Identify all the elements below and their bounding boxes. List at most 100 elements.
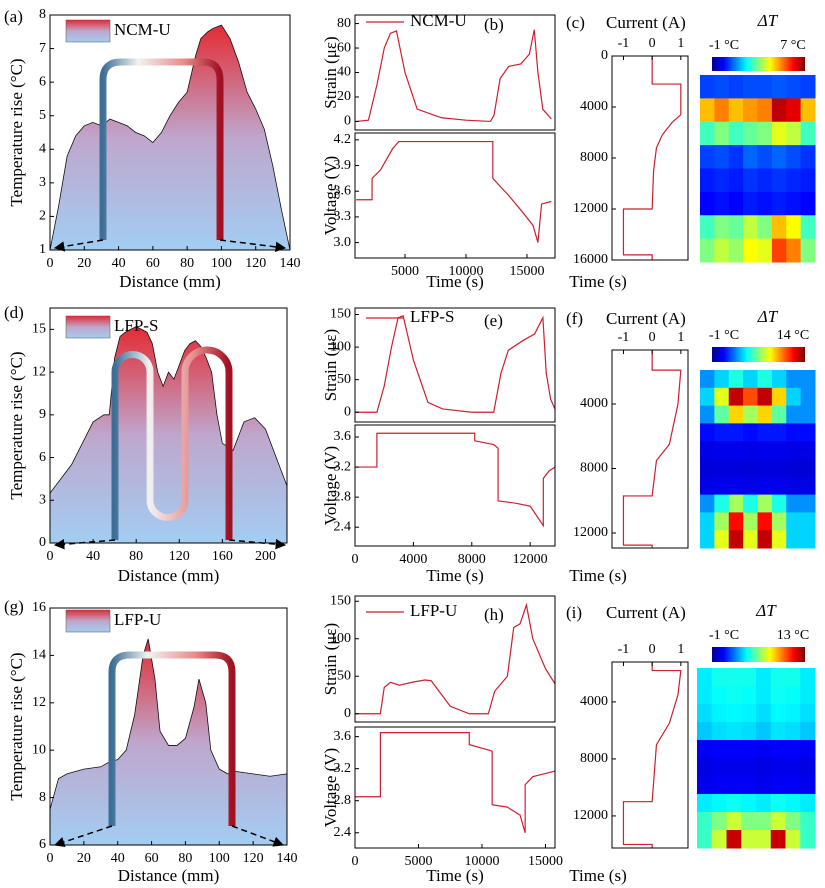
heat-cell — [800, 370, 816, 389]
y-axis-label: Strain (με) — [321, 329, 340, 401]
heat-cell — [741, 740, 757, 759]
y-tick-label: 8 — [39, 7, 46, 22]
heat-cell — [741, 686, 757, 705]
x-tick-label: 10000 — [448, 264, 483, 279]
y-tick-label: 40 — [337, 65, 351, 80]
x-tick-label: 1 — [677, 642, 684, 657]
heat-cell — [756, 722, 772, 741]
heatmap-title: ΔT — [755, 601, 777, 620]
x-tick-label: 1 — [677, 330, 684, 345]
y-tick-label: 0 — [344, 706, 351, 721]
heat-cell — [728, 145, 744, 169]
heat-cell — [711, 686, 727, 705]
axes-frame — [611, 661, 689, 849]
x-tick-label: 15000 — [528, 854, 563, 869]
y-tick-label: 12000 — [573, 808, 608, 823]
heat-cell — [697, 740, 713, 759]
y-tick-label: 0 — [344, 404, 351, 419]
heat-cell — [728, 168, 744, 193]
legend-swatch — [65, 609, 111, 633]
heat-cell — [756, 668, 772, 687]
heat-cell — [741, 830, 757, 849]
panel-label: (c) — [566, 13, 585, 32]
y-tick-label: 3.2 — [334, 761, 352, 776]
heat-cell — [785, 722, 801, 741]
heat-cell — [800, 75, 816, 99]
x-tick-label: 4000 — [399, 552, 427, 567]
heat-cell — [728, 494, 744, 513]
heat-cell — [770, 794, 786, 813]
colorbar — [712, 57, 805, 71]
x-tick-label: 0 — [47, 851, 54, 866]
heat-cell — [743, 98, 758, 123]
y-tick-label: 9 — [39, 407, 46, 422]
heat-cell — [697, 668, 713, 687]
heat-cell — [786, 121, 802, 146]
heat-cell — [756, 794, 772, 813]
y-tick-label: 4 — [39, 142, 46, 157]
heat-cell — [743, 441, 758, 460]
heat-cell — [785, 758, 801, 777]
axes-frame — [354, 14, 556, 131]
heat-cell — [741, 668, 757, 687]
heat-cell — [741, 758, 757, 777]
legend-label: NCM-U — [114, 20, 171, 39]
x-tick-label: 140 — [280, 256, 301, 271]
x-tick-label: 80 — [178, 851, 192, 866]
axes-frame — [354, 726, 556, 849]
heat-cell — [726, 758, 742, 777]
heat-cell — [728, 387, 744, 407]
heat-cell — [757, 121, 773, 146]
heat-cell — [728, 512, 744, 531]
heat-cell — [757, 494, 773, 513]
heat-cell — [700, 494, 715, 513]
heat-cell — [757, 145, 773, 169]
legend-swatch — [65, 19, 111, 43]
heat-cell — [728, 423, 744, 442]
heat-cell — [711, 668, 727, 687]
heat-cell — [700, 238, 715, 263]
heat-cell — [697, 830, 713, 849]
heat-cell — [711, 722, 727, 741]
y-axis-label: Voltage (V) — [321, 156, 340, 235]
heat-cell — [700, 441, 715, 460]
panel-label: (f) — [566, 309, 583, 328]
heat-cell — [757, 476, 773, 496]
heat-cell — [786, 370, 802, 389]
heat-cell — [700, 215, 715, 240]
heat-cell — [741, 794, 757, 813]
y-tick-label: 6 — [39, 837, 46, 852]
fiber-lead — [219, 239, 287, 253]
series-line — [355, 602, 556, 715]
heat-cell — [726, 686, 742, 705]
heat-cell — [771, 476, 787, 496]
x-tick-label: 80 — [129, 549, 143, 564]
y-tick-label: 4.2 — [334, 132, 352, 147]
y-tick-label: 50 — [337, 372, 351, 387]
heat-cell — [756, 686, 772, 705]
x-tick-label: -1 — [618, 642, 630, 657]
heat-cell — [786, 191, 802, 216]
y-tick-label: 12 — [32, 364, 46, 379]
fiber-lead — [53, 239, 104, 252]
y-tick-label: 14 — [32, 648, 46, 663]
heat-cell — [743, 238, 758, 263]
heat-cell — [728, 441, 744, 460]
panel-label: (d) — [4, 303, 24, 322]
y-tick-label: 150 — [330, 593, 351, 608]
heat-cell — [786, 459, 802, 478]
heat-cell — [697, 722, 713, 741]
heat-cell — [756, 830, 772, 849]
heat-cell — [770, 776, 786, 795]
y-tick-label: 12 — [32, 695, 46, 710]
heat-cell — [800, 168, 816, 193]
temperature-area — [50, 25, 290, 251]
y-tick-label: 150 — [330, 307, 351, 322]
y-tick-label: 3.6 — [334, 183, 352, 198]
heat-cell — [700, 530, 715, 549]
y-tick-label: 0 — [601, 48, 608, 63]
heat-cell — [743, 191, 758, 216]
heat-cell — [786, 476, 802, 496]
heat-cell — [786, 405, 802, 424]
panel-label: (g) — [4, 597, 24, 616]
